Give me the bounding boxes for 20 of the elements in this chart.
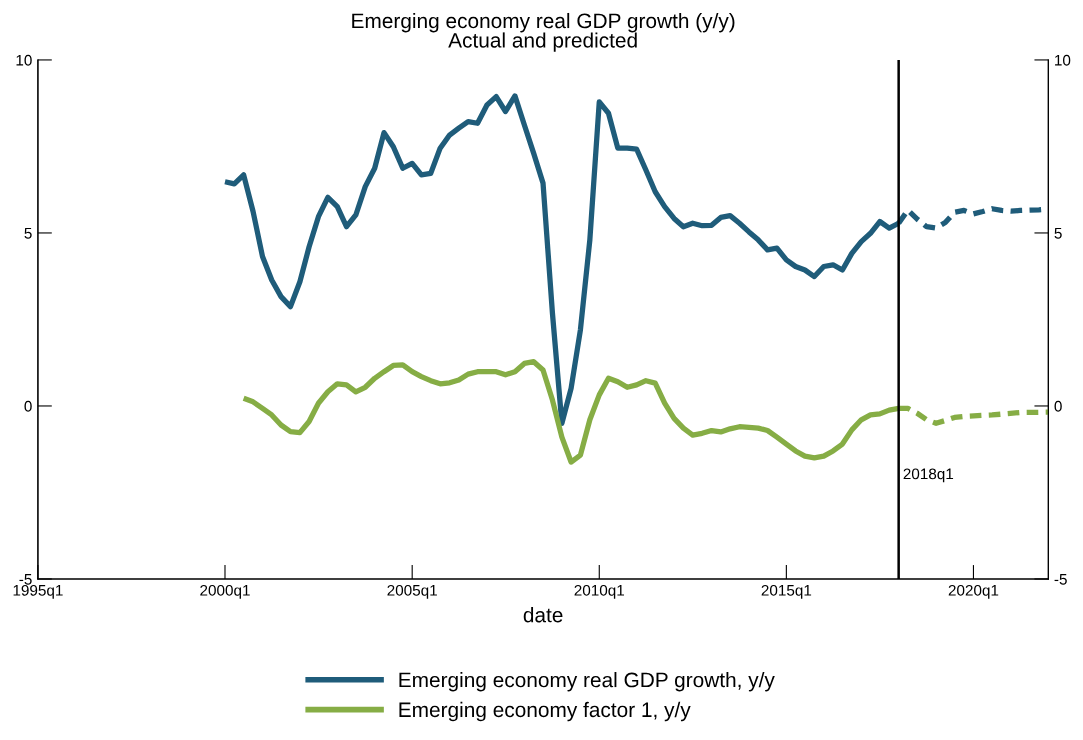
x-tick-label: 2015q1 (761, 584, 812, 599)
x-tick-label: 1995q1 (13, 584, 63, 599)
y2-tick-label: -5 (1054, 574, 1067, 585)
y-tick-label: 10 (16, 54, 32, 66)
x-tick-label: 2020q1 (948, 584, 999, 599)
legend-label: Emerging economy real GDP growth, y/y (399, 671, 775, 692)
ref-line-label: 2018q1 (903, 468, 954, 483)
y2-tick-label: 0 (1054, 400, 1062, 412)
x-tick-label: 2000q1 (200, 584, 250, 599)
y-tick-label: 0 (24, 400, 32, 412)
y2-tick-label: 5 (1054, 227, 1062, 239)
x-tick-label: 2010q1 (574, 584, 625, 599)
legend-label: Emerging economy factor 1, y/y (399, 701, 691, 722)
x-axis-title: date (523, 607, 563, 623)
x-tick-label: 2005q1 (387, 584, 437, 599)
y-tick-label: -5 (19, 574, 32, 585)
chart-subtitle: Actual and predicted (448, 32, 637, 52)
y-tick-label: 5 (24, 227, 32, 239)
chart-title: Emerging economy real GDP growth (y/y) (352, 12, 735, 33)
y2-tick-label: 10 (1055, 54, 1071, 66)
